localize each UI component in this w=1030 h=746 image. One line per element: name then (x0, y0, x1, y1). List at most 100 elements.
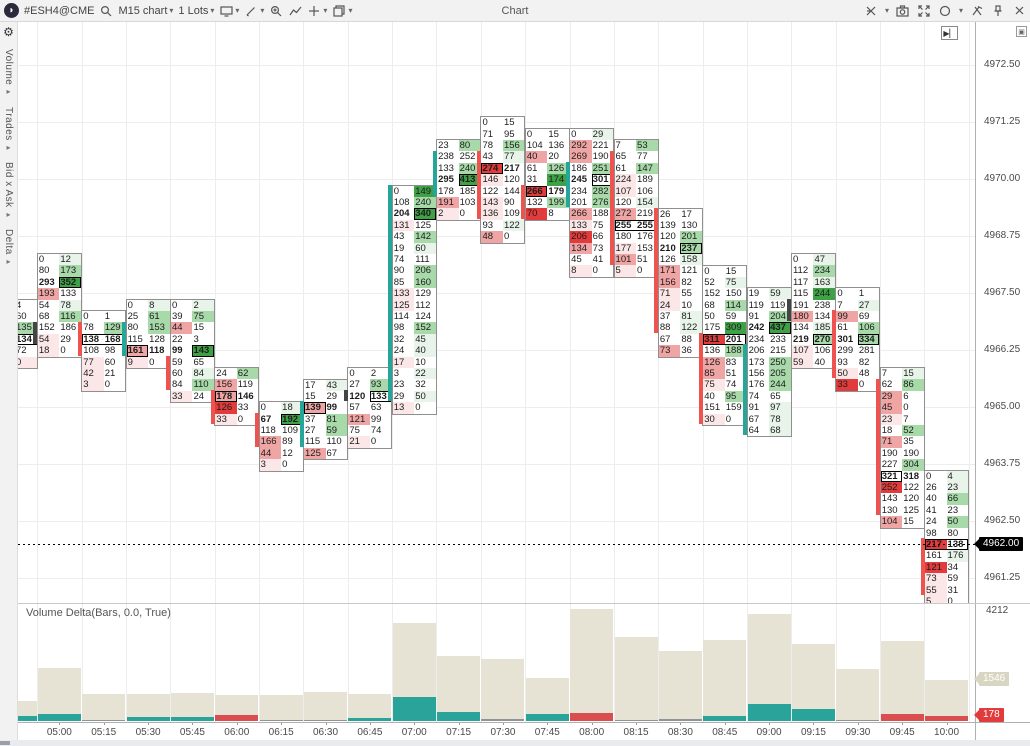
footprint-row: 61 106 (836, 322, 880, 334)
footprint-row: 30 0 (703, 413, 746, 425)
ask-cell: 63 (370, 402, 382, 414)
sidebar-item-volume[interactable]: Volume ▸ (3, 49, 14, 97)
ask-cell: 15 (193, 322, 205, 334)
ask-cell: 24 (193, 390, 205, 402)
candle-strip (77, 321, 82, 356)
sidebar-item-bid-x-ask[interactable]: Bid x Ask ▸ (3, 162, 14, 220)
footprint-row: 321 318 (881, 471, 924, 482)
camera-icon[interactable] (896, 4, 910, 18)
footprint-row: 43 142 (393, 231, 436, 243)
time-axis[interactable]: 5 05:00 05:15 05:30 05:45 06:00 06:15 06:30 06:4… (18, 722, 975, 740)
scrollbar-handle[interactable] (0, 741, 10, 745)
bid-cell: 68 (38, 311, 50, 323)
volume-delta-panel[interactable]: Volume Delta(Bars, 0.0, True) (18, 603, 975, 722)
ask-cell: 65 (770, 390, 781, 402)
ask-cell: 144 (503, 185, 520, 197)
timeframe-selector[interactable]: M15 chart ▾ (118, 4, 174, 17)
axis-menu-icon[interactable]: ▣ (1016, 26, 1027, 37)
layout-button[interactable]: ▾ (332, 4, 352, 18)
time-tick (591, 722, 593, 725)
footprint-row: 143 120 (881, 493, 924, 504)
footprint-bar-08:30: 26 17 139 130 120 201 210 237 126 158 171 121 156 82 7… (657, 207, 703, 358)
monitor-button[interactable]: ▾ (219, 4, 239, 18)
ask-cell: 270 (813, 333, 835, 346)
bid-cell: 84 (171, 379, 183, 391)
footprint-chart-area[interactable]: 4 60 135 134 72 0 0 12 80 173 293 352 193 133 54 78 68 11… (18, 22, 975, 603)
footprint-row: 18 52 (881, 425, 924, 437)
ask-cell: 334 (857, 333, 880, 346)
chevron-down-icon[interactable]: ▾ (884, 6, 889, 15)
bid-cell: 191 (437, 197, 459, 209)
add-indicator-button[interactable]: ▾ (307, 4, 327, 18)
app-logo[interactable]: ◗ (4, 3, 19, 18)
bid-cell: 27 (305, 425, 316, 437)
footprint-row: 4 (18, 300, 37, 311)
footprint-row: 186 251 (570, 162, 614, 175)
time-tick-label: 07:00 (401, 727, 427, 738)
footprint-row: 272 219 (614, 208, 658, 220)
chart-line-icon[interactable] (288, 4, 302, 18)
ask-cell: 81 (680, 311, 702, 323)
footprint-row: 78 129 (82, 322, 126, 334)
time-tick (680, 722, 682, 725)
pin-icon[interactable] (991, 4, 1005, 18)
footprint-row: 126 158 (659, 254, 702, 266)
ask-cell: 2 (192, 299, 214, 312)
symbol-selector[interactable]: #ESH4@CME (24, 5, 94, 17)
ask-cell: 143 (192, 345, 214, 357)
delta-bar (614, 719, 658, 721)
ask-cell: 29 (60, 333, 71, 345)
ask-cell: 437 (769, 322, 791, 334)
footprint-row: 125 67 (304, 447, 347, 460)
ask-cell: 15 (902, 368, 924, 380)
footprint-row: 151 159 (703, 402, 746, 413)
ask-cell: 0 (237, 413, 244, 425)
time-tick-label: 08:00 (579, 727, 605, 738)
footprint-row: 80 153 (127, 322, 170, 334)
footprint-row: 0 12 (38, 254, 81, 266)
ask-cell: 153 (637, 242, 653, 254)
gear-icon[interactable]: ⚙ (3, 25, 14, 39)
delta-bar (348, 718, 392, 721)
tools-icon[interactable] (970, 4, 984, 18)
bid-cell: 255 (615, 219, 632, 231)
maximize-icon[interactable] (917, 4, 931, 18)
delta-bar (82, 719, 126, 721)
footprint-row: 40 95 (703, 390, 747, 403)
ask-cell: 20 (548, 151, 559, 163)
ask-cell: 95 (503, 128, 515, 140)
ask-cell: 122 (680, 322, 702, 334)
go-to-latest-icon[interactable]: ▶▏ (941, 26, 958, 40)
price-tick-label: 4962.50 (984, 515, 1021, 526)
circle-icon[interactable] (938, 4, 952, 18)
search-icon[interactable] (99, 4, 113, 18)
close-icon[interactable] (1012, 4, 1026, 18)
footprint-row: 65 77 (615, 151, 658, 162)
bid-cell: 292 (570, 140, 592, 152)
ask-cell: 73 (592, 242, 604, 254)
sidebar-item-delta[interactable]: Delta ▸ (3, 229, 14, 267)
footprint-row: 134 (18, 334, 37, 345)
chevron-down-icon[interactable]: ▾ (958, 6, 963, 15)
ask-cell: 10 (415, 356, 426, 368)
bid-cell: 266 (570, 208, 592, 220)
draw-button[interactable]: ▾ (244, 4, 264, 18)
ask-cell: 204 (769, 311, 791, 323)
price-axis[interactable]: ▣ 4212 4962.00 1546 178 4972.50 4971.25 49… (973, 22, 1030, 740)
bid-cell: 85 (703, 368, 725, 380)
ask-cell: 18 (281, 402, 303, 414)
bid-cell: 3 (259, 459, 282, 471)
time-tick (946, 722, 948, 725)
sidebar-item-trades[interactable]: Trades ▸ (3, 106, 14, 153)
drawing-tools-icon[interactable] (864, 4, 878, 18)
zoom-icon[interactable] (269, 4, 283, 18)
vertical-gridline (125, 22, 127, 722)
footprint-row: 190 190 (881, 448, 924, 459)
lots-selector[interactable]: 1 Lots ▾ (178, 4, 215, 17)
ask-cell: 189 (637, 174, 653, 186)
horizontal-scrollbar[interactable] (0, 740, 1030, 746)
ask-cell: 110 (192, 379, 214, 391)
footprint-row: 54 29 (37, 333, 81, 346)
ask-cell: 45 (414, 333, 436, 346)
time-tick (192, 722, 194, 725)
